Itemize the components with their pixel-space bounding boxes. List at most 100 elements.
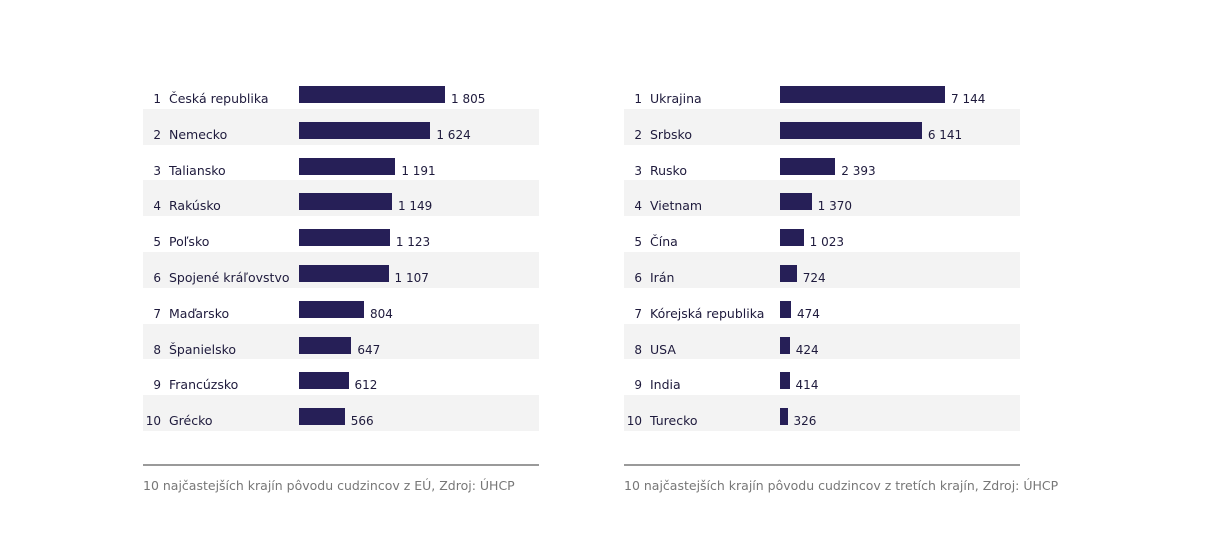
bar bbox=[299, 121, 431, 139]
value-label: 1 023 bbox=[809, 235, 844, 250]
value-label: 804 bbox=[370, 306, 393, 321]
country-label: Ukrajina bbox=[650, 91, 702, 106]
value-label: 1 370 bbox=[817, 199, 852, 214]
bar bbox=[299, 193, 392, 211]
value-label: 566 bbox=[350, 414, 374, 429]
bar bbox=[780, 408, 788, 426]
country-label: Spojené kráľovstvo bbox=[169, 269, 290, 285]
bar bbox=[780, 157, 836, 175]
country-label: Poľsko bbox=[169, 234, 210, 250]
bar bbox=[780, 229, 804, 247]
third-countries-chart: 1 Ukrajina 7 144 2 Srbsko 6 141 3 Rusko 2 … bbox=[624, 73, 1020, 431]
rank-label: 7 bbox=[153, 306, 161, 321]
chart-row: 6 Spojené kráľovstvo 1 107 bbox=[143, 251, 539, 288]
value-label: 424 bbox=[795, 342, 819, 357]
value-label: 6 141 bbox=[927, 127, 963, 142]
country-label: Nemecko bbox=[169, 126, 228, 142]
rank-label: 2 bbox=[153, 127, 161, 142]
chart-row: 5 Poľsko 1 123 bbox=[143, 216, 539, 252]
bar bbox=[299, 157, 396, 175]
third-chart-caption: 10 najčastejších krajín pôvodu cudzincov… bbox=[624, 478, 1059, 493]
eu-chart-divider bbox=[143, 464, 539, 466]
rank-label: 1 bbox=[634, 92, 642, 106]
value-label: 612 bbox=[354, 378, 378, 393]
value-label: 724 bbox=[802, 270, 826, 285]
chart-row: 1 Ukrajina 7 144 bbox=[624, 73, 1020, 109]
value-label: 1 149 bbox=[397, 199, 433, 214]
rank-label: 1 bbox=[153, 92, 161, 106]
country-label: Srbsko bbox=[650, 126, 692, 142]
country-label: Taliansko bbox=[169, 162, 226, 178]
bar bbox=[299, 408, 345, 426]
chart-row: 10 Turecko 326 bbox=[624, 395, 1020, 431]
chart-row: 1 Česká republika 1 805 bbox=[143, 73, 539, 109]
value-label: 1 123 bbox=[395, 235, 431, 250]
bar bbox=[780, 193, 812, 211]
rank-label: 6 bbox=[153, 270, 161, 285]
rank-label: 5 bbox=[634, 235, 642, 250]
rank-label: 5 bbox=[153, 235, 161, 250]
country-label: Rakúsko bbox=[169, 198, 221, 214]
chart-row: 9 India 414 bbox=[624, 359, 1020, 395]
chart-row: 4 Vietnam 1 370 bbox=[624, 180, 1020, 217]
chart-row: 3 Rusko 2 393 bbox=[624, 145, 1020, 181]
value-label: 7 144 bbox=[951, 92, 986, 106]
rank-label: 9 bbox=[634, 378, 642, 393]
bar bbox=[299, 86, 445, 103]
country-label: Grécko bbox=[169, 413, 213, 429]
country-label: Vietnam bbox=[650, 198, 703, 214]
country-label: Španielsko bbox=[169, 341, 237, 357]
rank-label: 10 bbox=[145, 414, 161, 429]
bar bbox=[780, 300, 791, 318]
eu-countries-chart: 1 Česká republika 1 805 2 Nemecko 1 624 3 … bbox=[143, 73, 539, 431]
rank-label: 8 bbox=[634, 342, 642, 357]
bar bbox=[299, 300, 365, 318]
bar bbox=[780, 264, 797, 282]
country-label: India bbox=[650, 377, 681, 393]
bar bbox=[780, 336, 790, 354]
value-label: 474 bbox=[796, 306, 820, 321]
country-label: Turecko bbox=[650, 413, 698, 429]
chart-row: 7 Kórejská republika 474 bbox=[624, 288, 1020, 324]
chart-row: 8 USA 424 bbox=[624, 323, 1020, 360]
value-label: 2 393 bbox=[841, 163, 876, 178]
country-label: Rusko bbox=[650, 162, 687, 178]
rank-label: 3 bbox=[153, 163, 161, 178]
value-label: 1 191 bbox=[401, 163, 436, 178]
bar bbox=[780, 372, 790, 390]
chart-row: 4 Rakúsko 1 149 bbox=[143, 180, 539, 217]
rank-label: 4 bbox=[153, 199, 161, 214]
rank-label: 10 bbox=[626, 414, 642, 429]
chart-row: 10 Grécko 566 bbox=[143, 395, 539, 431]
value-label: 1 805 bbox=[451, 92, 486, 106]
country-label: USA bbox=[650, 341, 676, 357]
value-label: 647 bbox=[357, 342, 381, 357]
value-label: 1 107 bbox=[394, 270, 429, 285]
bar bbox=[299, 336, 352, 354]
country-label: Maďarsko bbox=[169, 305, 230, 321]
country-label: Čína bbox=[650, 234, 678, 250]
chart-row: 8 Španielsko 647 bbox=[143, 323, 539, 360]
rank-label: 2 bbox=[634, 127, 642, 142]
bar bbox=[780, 86, 945, 103]
chart-row: 7 Maďarsko 804 bbox=[143, 288, 539, 324]
rank-label: 3 bbox=[634, 163, 642, 178]
third-chart-divider bbox=[624, 464, 1020, 466]
value-label: 1 624 bbox=[436, 127, 471, 142]
chart-row: 6 Irán 724 bbox=[624, 251, 1020, 288]
rank-label: 4 bbox=[634, 199, 642, 214]
bar bbox=[299, 229, 390, 247]
bar bbox=[299, 372, 349, 390]
bar bbox=[299, 264, 389, 282]
rank-label: 7 bbox=[634, 306, 642, 321]
country-label: Česká republika bbox=[169, 91, 269, 106]
country-label: Francúzsko bbox=[169, 377, 239, 393]
chart-row: 2 Nemecko 1 624 bbox=[143, 108, 539, 145]
value-label: 326 bbox=[793, 414, 817, 429]
chart-row: 3 Taliansko 1 191 bbox=[143, 145, 539, 181]
chart-row: 9 Francúzsko 612 bbox=[143, 359, 539, 395]
bar bbox=[780, 121, 922, 139]
country-label: Irán bbox=[650, 269, 675, 285]
rank-label: 8 bbox=[153, 342, 161, 357]
chart-row: 5 Čína 1 023 bbox=[624, 216, 1020, 252]
